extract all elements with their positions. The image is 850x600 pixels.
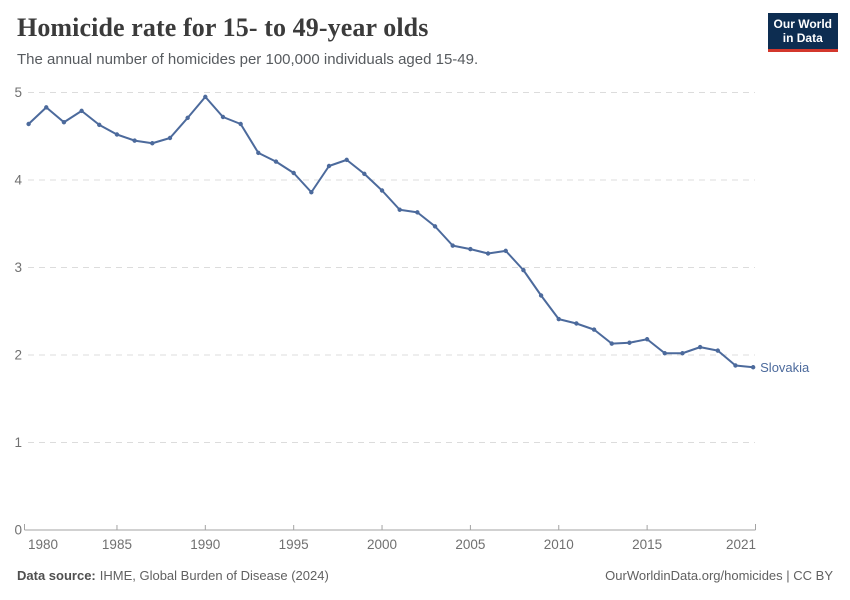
data-point[interactable] (167, 135, 173, 141)
y-axis-tick-label: 0 (14, 523, 22, 538)
data-point[interactable] (238, 121, 243, 127)
data-point[interactable] (609, 341, 614, 346)
data-source-label: Data source: (17, 568, 96, 583)
data-source-value: IHME, Global Burden of Disease (2024) (99, 568, 329, 583)
data-point[interactable] (432, 224, 438, 229)
data-point[interactable] (750, 365, 756, 370)
data-point[interactable] (521, 267, 526, 273)
x-axis-tick-label: 2021 (726, 537, 756, 552)
data-point[interactable] (591, 327, 597, 332)
owid-logo: Our World in Data (767, 13, 838, 52)
data-point[interactable] (61, 120, 67, 125)
data-point[interactable] (450, 243, 455, 248)
data-point[interactable] (273, 159, 279, 164)
x-axis-tick-label: 1985 (102, 537, 132, 552)
chart-footer: Data source: IHME, Global Burden of Disea… (17, 568, 833, 583)
data-point[interactable] (627, 340, 632, 345)
data-point[interactable] (680, 351, 685, 356)
data-point[interactable] (538, 293, 544, 298)
data-point[interactable] (644, 337, 650, 342)
data-point[interactable] (132, 138, 137, 143)
page-title: Homicide rate for 15- to 49-year olds (17, 13, 429, 42)
data-point[interactable] (697, 344, 703, 350)
credit-link[interactable]: OurWorldinData.org/homicides | CC BY (605, 568, 833, 583)
y-axis-tick-label: 4 (14, 173, 22, 188)
y-axis-tick-label: 2 (14, 348, 22, 363)
y-axis-tick-label: 5 (14, 85, 22, 100)
data-point[interactable] (485, 251, 491, 256)
data-point[interactable] (79, 108, 84, 114)
x-axis-tick-label: 2000 (367, 537, 397, 552)
x-axis-tick-label: 2005 (455, 537, 485, 552)
series-entity-label[interactable]: Slovakia (760, 360, 810, 375)
data-source: Data source: IHME, Global Burden of Disea… (17, 568, 329, 583)
data-point[interactable] (397, 207, 402, 212)
data-point[interactable] (97, 122, 102, 128)
data-point[interactable] (309, 190, 314, 195)
x-axis-tick-label: 2010 (544, 537, 574, 552)
data-point[interactable] (468, 246, 473, 252)
data-point[interactable] (150, 141, 155, 146)
x-axis-tick-label: 1980 (28, 537, 58, 552)
data-point[interactable] (503, 248, 508, 254)
data-point[interactable] (326, 163, 332, 169)
data-point[interactable] (574, 321, 579, 326)
data-point[interactable] (556, 316, 561, 322)
data-point[interactable] (733, 363, 738, 368)
y-axis-tick-label: 1 (14, 435, 22, 450)
data-point[interactable] (362, 171, 367, 177)
data-point[interactable] (44, 105, 49, 110)
y-axis-tick-label: 3 (14, 260, 22, 275)
data-point[interactable] (291, 170, 296, 176)
data-point[interactable] (114, 132, 120, 137)
data-point[interactable] (256, 150, 261, 156)
data-point[interactable] (415, 210, 420, 215)
page-subtitle: The annual number of homicides per 100,0… (17, 51, 479, 68)
data-point[interactable] (344, 157, 349, 163)
x-axis-tick-label: 1990 (190, 537, 220, 552)
owid-logo-line2: in Data (782, 30, 823, 45)
data-point[interactable] (379, 188, 385, 193)
data-point[interactable] (220, 114, 226, 120)
x-axis-tick-label: 2015 (632, 537, 662, 552)
chart-header: Homicide rate for 15- to 49-year olds Th… (17, 12, 838, 69)
data-point[interactable] (185, 115, 190, 121)
x-axis-tick-label: 1995 (279, 537, 309, 552)
data-point[interactable] (26, 121, 31, 127)
owid-logo-line1: Our World (773, 17, 832, 31)
data-point[interactable] (203, 94, 208, 100)
series-line-slovakia[interactable] (27, 95, 755, 369)
data-point[interactable] (662, 351, 667, 356)
data-point[interactable] (715, 348, 721, 353)
